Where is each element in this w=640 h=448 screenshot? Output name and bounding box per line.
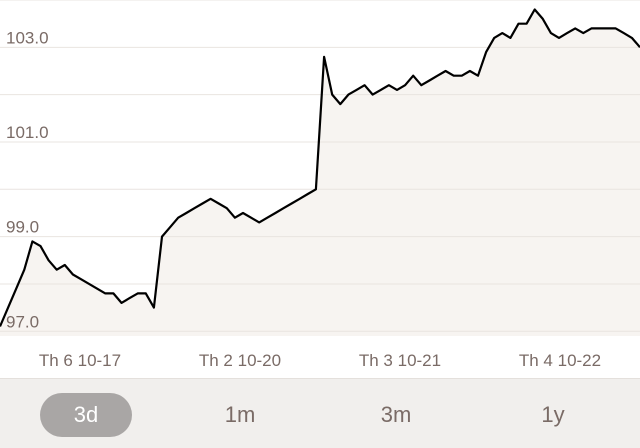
y-tick-label: 99.0: [6, 218, 39, 237]
range-button-3d[interactable]: 3d: [40, 393, 132, 437]
x-tick-label: Th 6 10-17: [39, 351, 121, 370]
x-tick-label: Th 4 10-22: [519, 351, 601, 370]
y-tick-label: 97.0: [6, 312, 39, 331]
price-chart: 97.0 99.0 101.0 103.0 Th 6 10-17 Th 2 10-20 Th…: [0, 0, 640, 370]
range-button-1y[interactable]: 1y: [507, 393, 599, 437]
time-range-selector: 3d 1m 3m 1y: [0, 378, 640, 448]
y-tick-label: 101.0: [6, 123, 49, 142]
series-line: [0, 8, 640, 327]
x-tick-label: Th 2 10-20: [199, 351, 281, 370]
x-tick-label: Th 3 10-21: [359, 351, 441, 370]
range-button-3m[interactable]: 3m: [350, 393, 442, 437]
y-tick-label: 103.0: [6, 28, 49, 47]
price-chart-svg: 97.0 99.0 101.0 103.0 Th 6 10-17 Th 2 10-20 Th…: [0, 0, 640, 370]
range-button-1m[interactable]: 1m: [194, 393, 286, 437]
